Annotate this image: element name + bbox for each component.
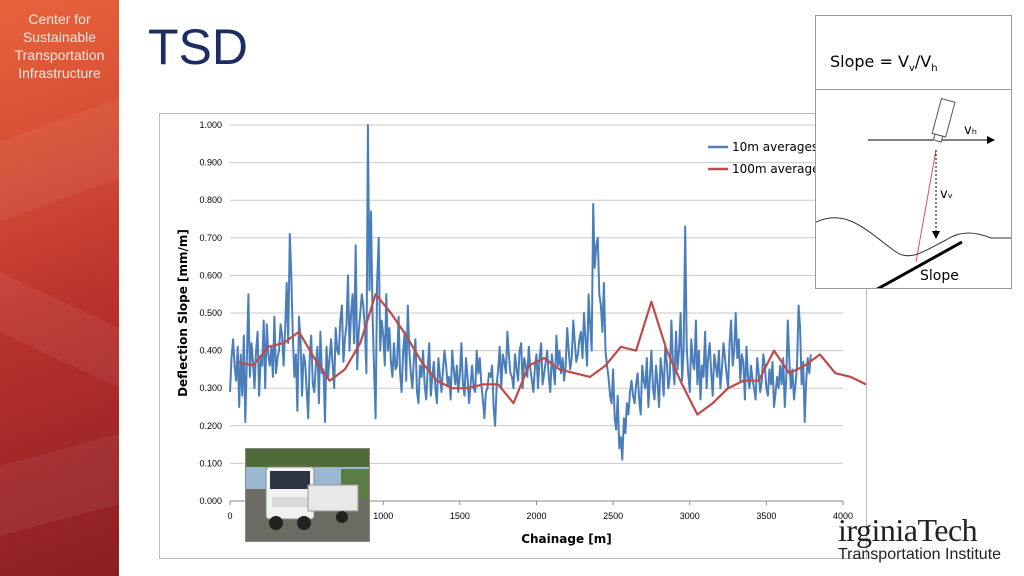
virginia-tech-wordmark: irginiaTech (838, 512, 978, 548)
road-surface (816, 217, 1011, 257)
x-tick-label: 3000 (680, 511, 700, 521)
y-tick-label: 0.600 (199, 270, 222, 280)
legend-label: 10m averages (732, 140, 818, 154)
x-tick-label: 0 (227, 511, 232, 521)
y-tick-label: 0.100 (199, 458, 222, 468)
series-line-100m-average (237, 293, 866, 416)
y-axis-label: Deflection Slope [mm/m] (176, 229, 190, 397)
x-tick-label: 2500 (603, 511, 623, 521)
slide-title: TSD (148, 19, 248, 75)
tsd-truck-photo (245, 448, 370, 542)
y-tick-label: 0.700 (199, 233, 222, 243)
y-tick-label: 0.900 (199, 158, 222, 168)
vv-label: vᵥ (940, 187, 953, 202)
vh-label: vₕ (964, 123, 977, 138)
series-line-10m-averages (229, 124, 812, 461)
slope-diagram-drawing: vₕ vᵥ Slope (816, 97, 1011, 288)
sidebar-panel: Center for Sustainable Transportation In… (0, 0, 119, 576)
y-tick-label: 0.000 (199, 496, 222, 506)
y-tick-label: 0.500 (199, 308, 222, 318)
y-tick-label: 1.000 (199, 120, 222, 130)
x-tick-label: 1000 (373, 511, 393, 521)
sidebar-title: Center for Sustainable Transportation In… (14, 11, 105, 81)
slope-label: Slope (920, 268, 959, 284)
deflection-chart: 0.000 0.100 0.200 0.300 0.400 0.500 0.600 0.700… (176, 120, 866, 546)
y-tick-label: 0.400 (199, 346, 222, 356)
y-tick-label: 0.300 (199, 383, 222, 393)
slope-line (876, 240, 963, 288)
y-tick-label: 0.800 (199, 195, 222, 205)
y-tick-label: 0.200 (199, 421, 222, 431)
x-tick-label: 2000 (526, 511, 546, 521)
x-tick-label: 4000 (833, 511, 853, 521)
laser-sensor (931, 97, 956, 143)
x-axis-label: Chainage [m] (521, 532, 612, 546)
laser-beam (915, 149, 937, 263)
x-tick-label: 1500 (450, 511, 470, 521)
legend-label: 100m average (732, 162, 820, 176)
x-tick-label: 3500 (756, 511, 776, 521)
vtti-subtitle: Transportation Institute (838, 546, 1002, 563)
slope-formula: Slope = Vv/Vh (830, 52, 938, 75)
slope-diagram: Slope = Vv/Vh vₕ vᵥ Slope (815, 15, 1012, 289)
diagram-divider (816, 89, 1011, 90)
